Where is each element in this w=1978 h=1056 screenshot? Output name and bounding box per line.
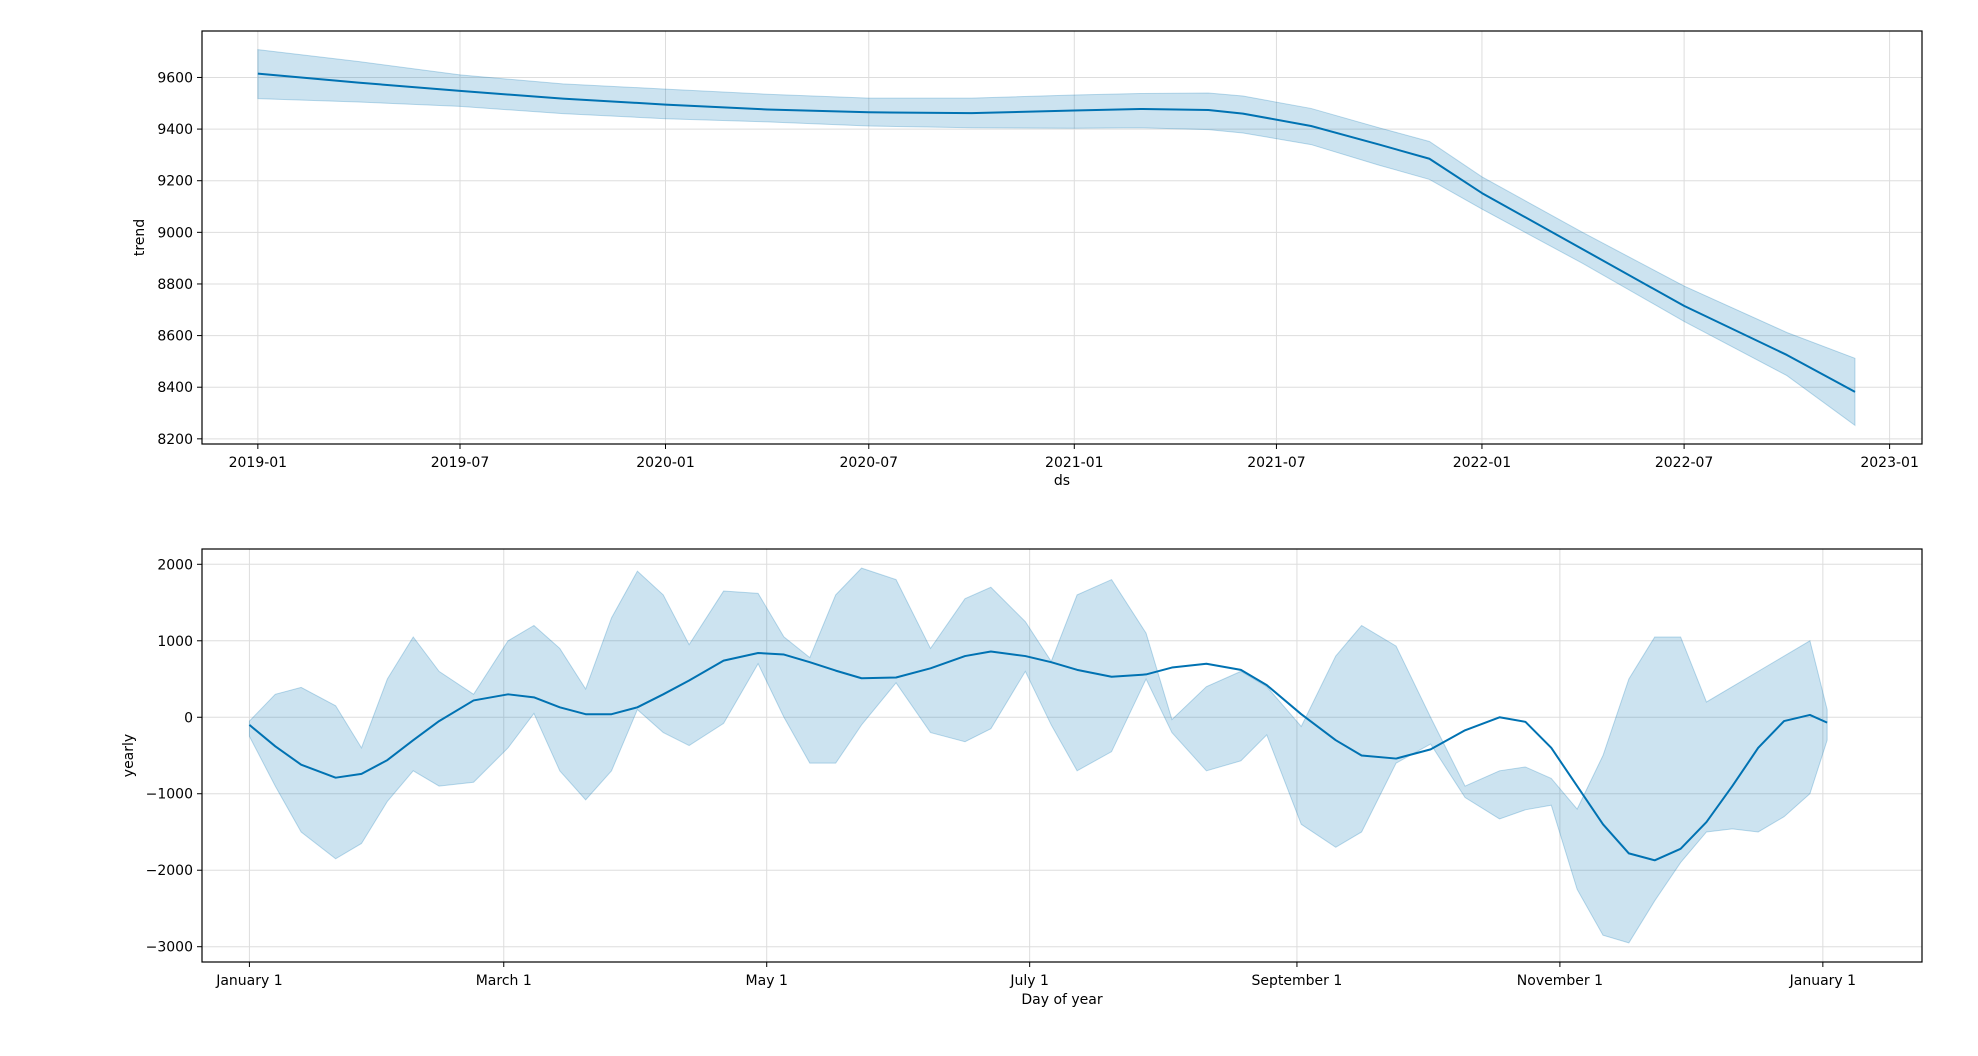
y-tick-label: −2000	[146, 863, 193, 879]
x-tick-label: March 1	[476, 973, 532, 989]
x-tick-label: November 1	[1517, 973, 1603, 989]
x-tick-label: July 1	[1009, 973, 1049, 989]
x-tick-label: 2021-01	[1045, 455, 1104, 471]
x-tick-label: January 1	[1789, 973, 1856, 989]
y-tick-label: 0	[184, 710, 193, 726]
x-tick-label: 2023-01	[1860, 455, 1919, 471]
x-tick-label: 2021-07	[1247, 455, 1306, 471]
yearly-panel: January 1 March 1 May 1 July 1 September 1 No…	[121, 548, 1923, 1008]
y-tick-label: 8200	[157, 432, 193, 448]
x-tick-label: 2019-01	[229, 455, 288, 471]
trend-panel: 2019-01 2019-07 2020-01 2020-07 2021-01 2021-…	[132, 30, 1923, 489]
y-tick-label: 9400	[157, 122, 193, 138]
x-axis-label: ds	[1054, 473, 1070, 489]
y-tick-label: 2000	[157, 557, 193, 573]
x-tick-label: September 1	[1252, 973, 1343, 989]
y-tick-label: 9600	[157, 70, 193, 86]
x-axis-label: Day of year	[1021, 992, 1103, 1008]
axes-frame	[201, 30, 1923, 445]
y-tick-label: 8800	[157, 277, 193, 293]
x-tick-label: 2019-07	[431, 455, 490, 471]
y-tick-label: 9000	[157, 225, 193, 241]
y-axis-label: yearly	[121, 734, 137, 777]
uncertainty-band	[257, 49, 1856, 427]
y-axis-label: trend	[132, 219, 148, 256]
x-tick-label: 2022-01	[1453, 455, 1512, 471]
y-tick-label: 8400	[157, 380, 193, 396]
x-tick-label: 2020-01	[636, 455, 695, 471]
x-tick-label: 2022-07	[1655, 455, 1714, 471]
x-tick-label: January 1	[215, 973, 282, 989]
y-tick-label: 9200	[157, 174, 193, 190]
y-tick-label: −3000	[146, 940, 193, 956]
series-line	[257, 72, 1856, 393]
axes-frame	[201, 548, 1923, 963]
x-tick-label: May 1	[746, 973, 788, 989]
x-tick-label: 2020-07	[840, 455, 899, 471]
uncertainty-band	[248, 567, 1828, 944]
y-tick-label: 1000	[157, 634, 193, 650]
y-tick-label: −1000	[146, 787, 193, 803]
series-line	[248, 650, 1828, 862]
y-tick-label: 8600	[157, 329, 193, 345]
